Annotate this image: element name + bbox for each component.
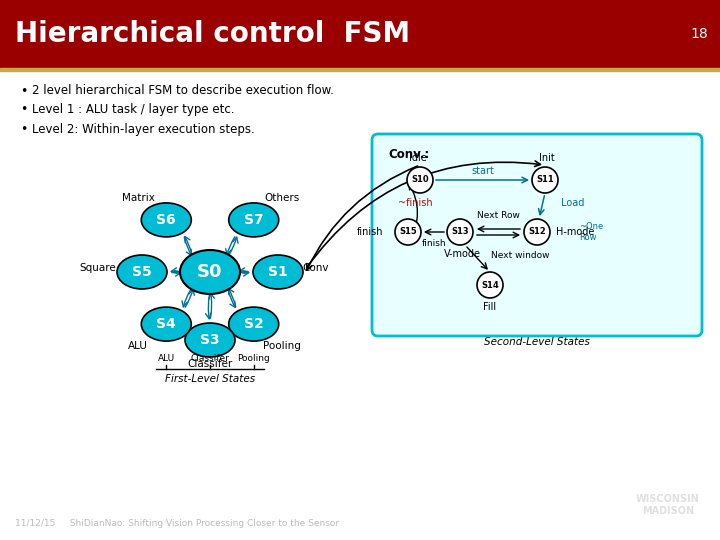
Ellipse shape [229, 307, 279, 341]
Text: •: • [20, 84, 27, 98]
Text: S5: S5 [132, 265, 152, 279]
Text: Next Row: Next Row [477, 211, 520, 220]
Text: Load: Load [562, 198, 585, 208]
Text: S7: S7 [244, 213, 264, 227]
Circle shape [524, 219, 550, 245]
Text: S13: S13 [451, 227, 469, 237]
Ellipse shape [185, 323, 235, 357]
Text: finish: finish [356, 227, 383, 237]
Text: S6: S6 [156, 213, 176, 227]
Text: WISCONSIN
MADISON: WISCONSIN MADISON [636, 494, 700, 516]
Text: S14: S14 [481, 280, 499, 289]
Text: S10: S10 [411, 176, 429, 185]
Text: Others: Others [264, 193, 300, 203]
Text: ALU: ALU [158, 354, 175, 363]
Circle shape [477, 272, 503, 298]
Text: Level 2: Within-layer execution steps.: Level 2: Within-layer execution steps. [32, 123, 255, 136]
Text: V-mode: V-mode [444, 249, 480, 259]
Text: Level 1 : ALU task / layer type etc.: Level 1 : ALU task / layer type etc. [32, 104, 235, 117]
Text: S15: S15 [399, 227, 417, 237]
Text: Pooling: Pooling [263, 341, 301, 351]
Circle shape [395, 219, 421, 245]
Text: Second-Level States: Second-Level States [484, 337, 590, 347]
Text: S0: S0 [197, 263, 222, 281]
Text: S2: S2 [244, 317, 264, 331]
Ellipse shape [253, 255, 303, 289]
Text: Classifer: Classifer [191, 354, 230, 363]
Ellipse shape [117, 255, 167, 289]
Text: Matrix: Matrix [122, 193, 155, 203]
Text: Pooling: Pooling [238, 354, 270, 363]
Ellipse shape [141, 203, 192, 237]
Text: 2 level hierarchical FSM to describe execution flow.: 2 level hierarchical FSM to describe exe… [32, 84, 334, 98]
FancyBboxPatch shape [372, 134, 702, 336]
Text: 11/12/15     ShiDianNao: Shifting Vision Processing Closer to the Sensor: 11/12/15 ShiDianNao: Shifting Vision Pro… [15, 519, 339, 528]
Text: start: start [471, 166, 494, 176]
Text: Conv: Conv [302, 263, 329, 273]
Text: S11: S11 [536, 176, 554, 185]
Text: Hierarchical control  FSM: Hierarchical control FSM [15, 20, 410, 48]
Ellipse shape [180, 250, 240, 294]
Text: •: • [20, 123, 27, 136]
Text: ~finish: ~finish [397, 198, 432, 208]
Ellipse shape [141, 307, 192, 341]
Text: S4: S4 [156, 317, 176, 331]
Bar [0, 0, 720, 68]
Text: finish: finish [422, 239, 446, 248]
Text: Classifer: Classifer [187, 359, 233, 369]
Circle shape [407, 167, 433, 193]
Circle shape [447, 219, 473, 245]
Text: Next window: Next window [491, 252, 549, 260]
Bar [0, 68, 720, 71]
Text: 18: 18 [690, 27, 708, 41]
Text: Conv.:: Conv.: [388, 147, 429, 160]
Text: Fill: Fill [483, 302, 497, 312]
Text: •: • [20, 104, 27, 117]
Circle shape [532, 167, 558, 193]
Text: Init: Init [539, 153, 555, 163]
Text: S12: S12 [528, 227, 546, 237]
Text: H-mode: H-mode [556, 227, 594, 237]
Text: S1: S1 [268, 265, 288, 279]
Text: ~One
Row: ~One Row [579, 222, 603, 242]
Text: Square: Square [80, 263, 117, 273]
Text: S3: S3 [200, 333, 220, 347]
Text: ALU: ALU [128, 341, 148, 351]
Text: First-Level States: First-Level States [165, 374, 255, 384]
Text: Idle: Idle [409, 153, 427, 163]
Ellipse shape [229, 203, 279, 237]
